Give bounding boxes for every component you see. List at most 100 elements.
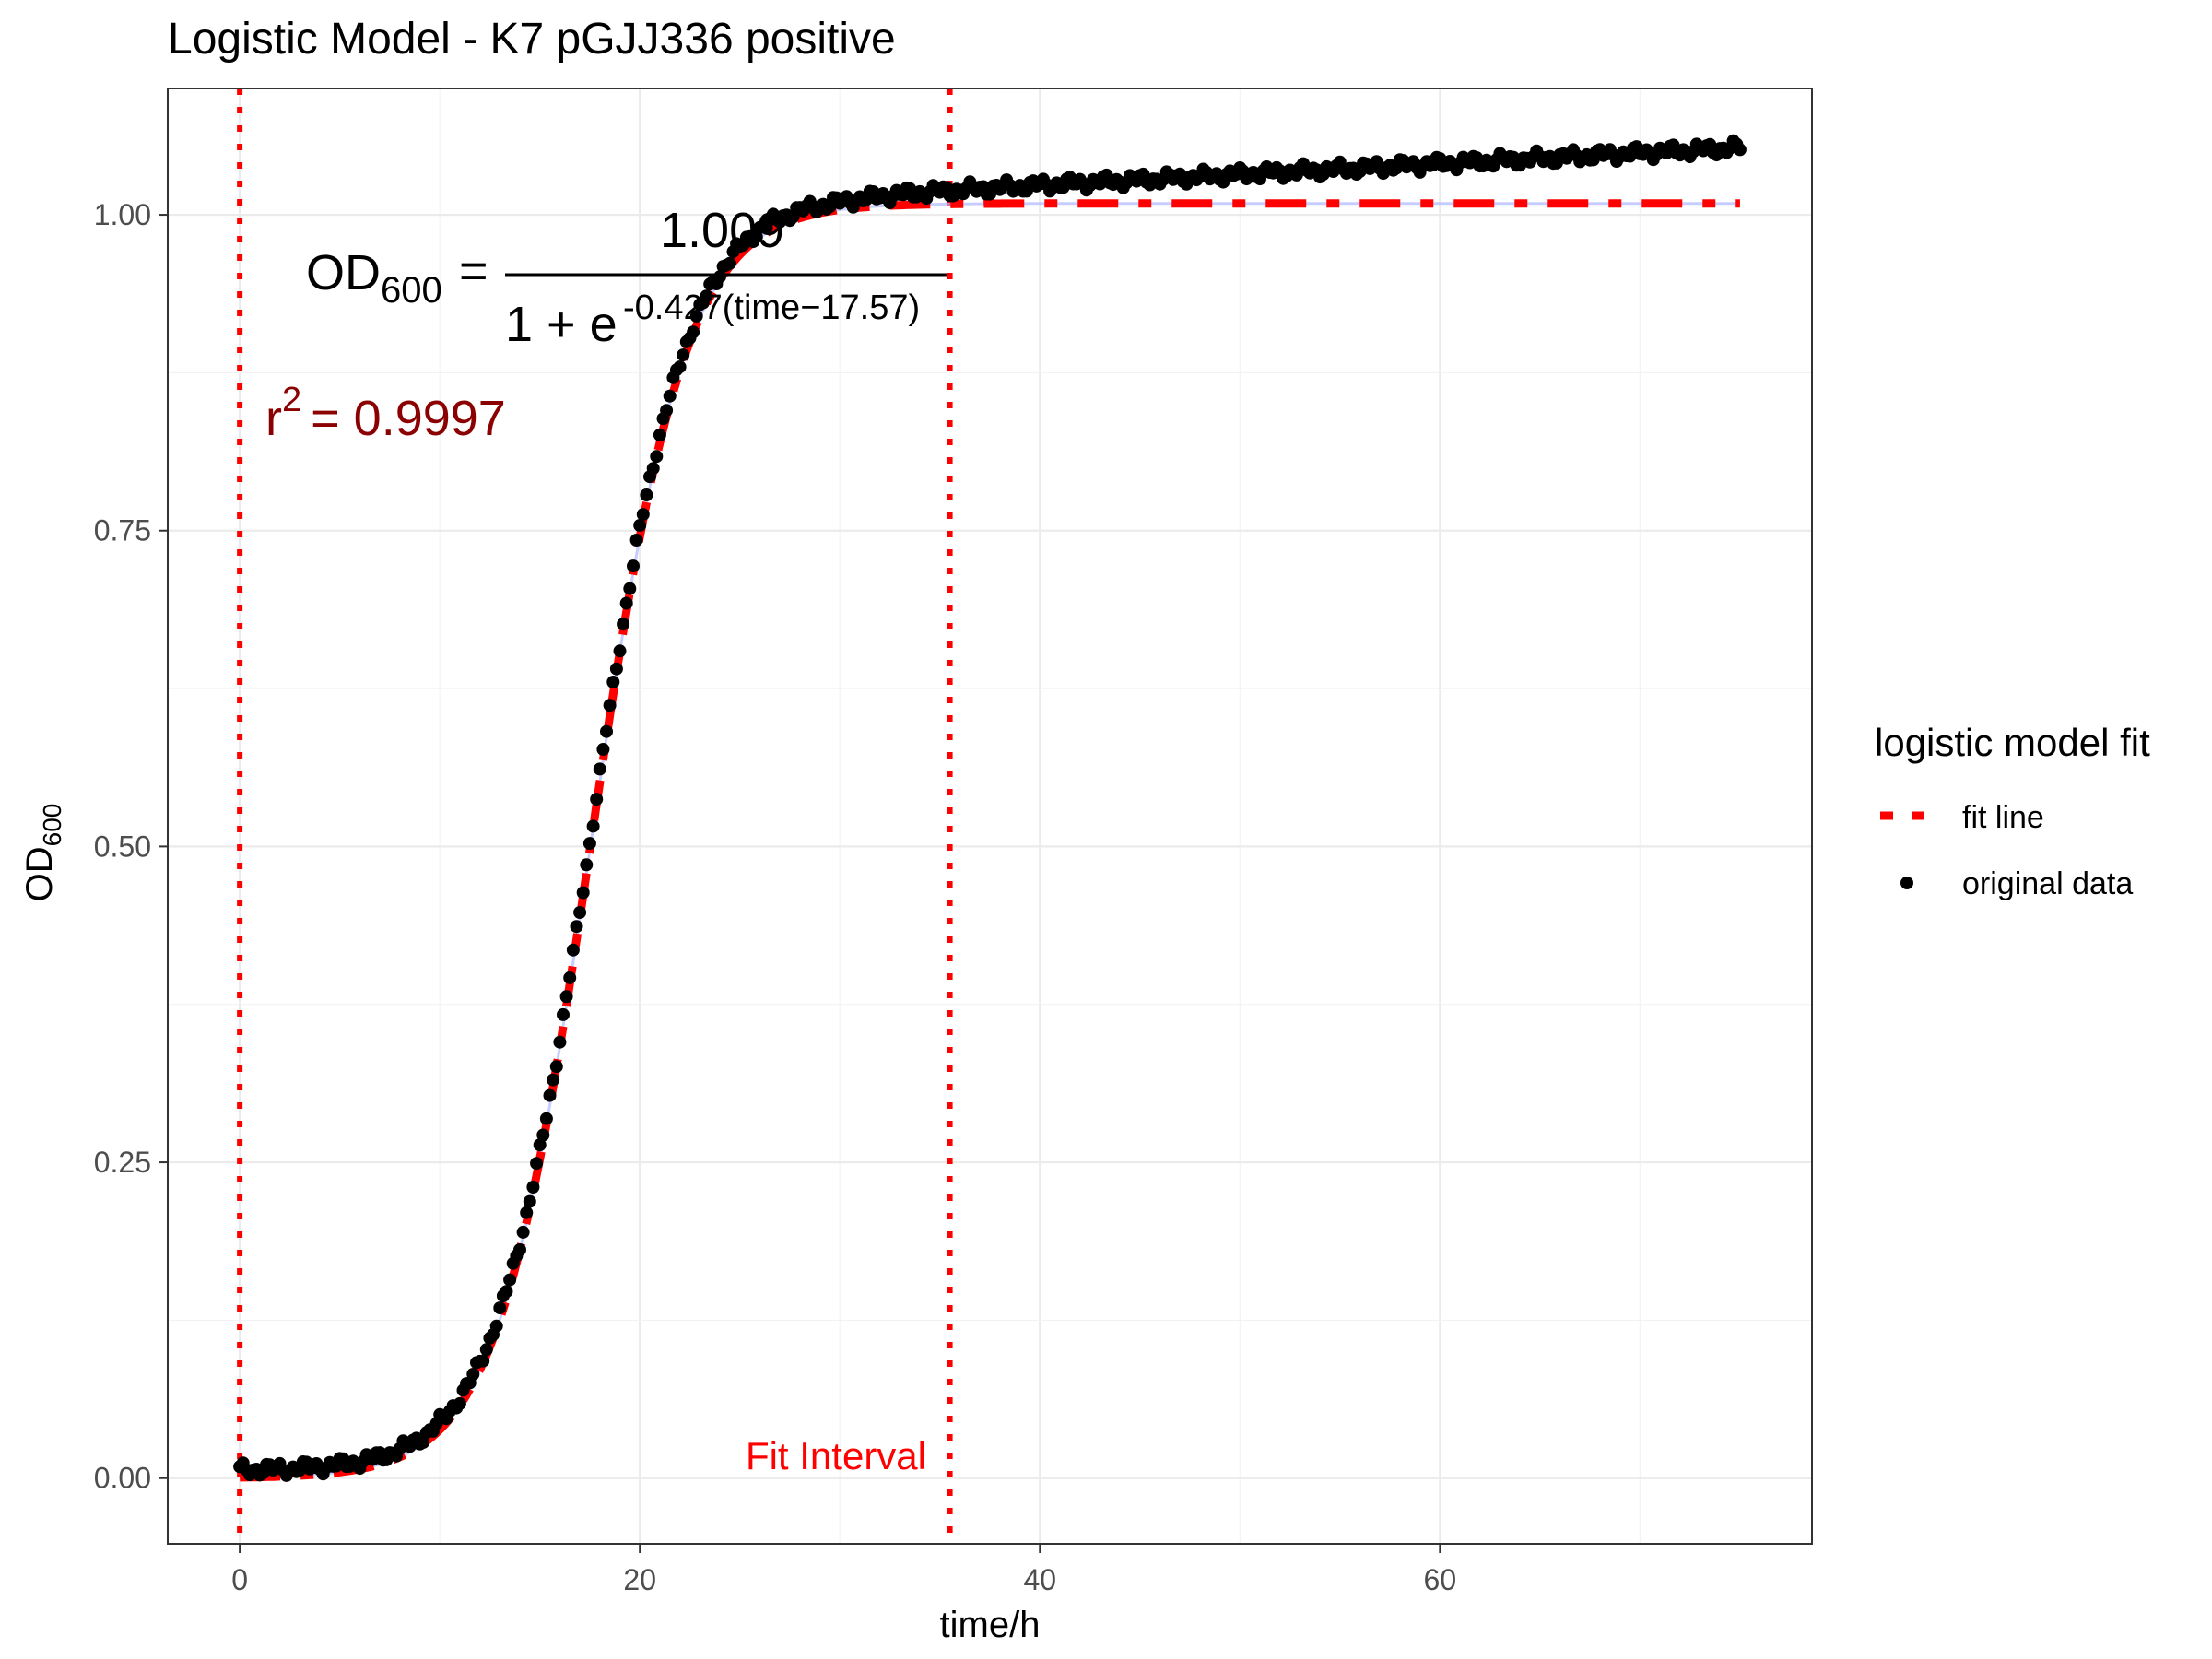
x-tick-label: 60 [1424,1563,1457,1596]
fit-interval-label: Fit Interval [746,1434,926,1477]
plot-border [167,88,1813,1545]
x-axis-ticks: 0 20 40 60 [231,1544,1456,1596]
data-point [619,596,633,610]
equation-lhs-main: OD [306,245,381,300]
legend-key-original-data: original data [1900,866,2133,901]
data-point [593,762,606,776]
data-point [466,1368,480,1381]
equation-numerator: 1.009 [660,203,784,258]
x-tick-label: 40 [1023,1563,1056,1596]
y-axis-label: OD600 [19,804,66,902]
legend-title: logistic model fit [1875,721,2150,764]
data-point [536,1128,550,1142]
data-point [549,1060,563,1074]
r-squared-value: = 0.9997 [311,391,506,446]
data-point [513,1243,526,1256]
data-point [673,360,687,374]
data-point [576,886,590,900]
model-equation: OD600 = 1.009 1 + e -0.427(time−17.57) [306,203,947,352]
data-point [523,1194,536,1208]
legend-label-original-data: original data [1962,866,2133,901]
legend-label-fit-line: fit line [1962,800,2044,835]
data-point [1733,143,1747,157]
data-point [477,1354,490,1368]
r-squared-label: r2 = 0.9997 [265,381,506,446]
y-tick-label: 0.50 [94,830,151,863]
legend-key-fit-line: fit line [1880,800,2044,835]
data-point [636,508,650,522]
data-point [570,920,583,934]
data-point [677,348,690,362]
data-point [646,462,660,476]
data-point [650,450,664,464]
chart-title: Logistic Model - K7 pGJJ336 positive [168,15,896,64]
equation-lhs: OD600 [306,245,442,311]
data-point [543,1088,557,1102]
data-point [590,793,604,806]
data-point [479,1343,493,1357]
data-point [663,389,677,403]
data-point [629,534,643,547]
y-tick-label: 1.00 [94,198,151,231]
data-point [526,1181,540,1194]
data-point [689,310,703,323]
data-point [606,676,620,688]
data-point [653,428,666,441]
y-axis-label-sub: 600 [38,804,66,847]
data-point [613,644,627,658]
data-point [627,559,640,573]
data-point [533,1138,547,1152]
data-point [582,837,596,851]
r-squared-r: r [265,391,282,446]
plot-panel [168,88,1812,1544]
data-point [557,1007,570,1021]
y-tick-label: 0.00 [94,1462,151,1495]
data-point [660,404,674,418]
data-point [640,488,653,501]
data-point [417,1436,430,1449]
data-point [580,858,594,872]
equation-denominator-base: 1 + e [505,297,618,352]
x-tick-label: 0 [231,1563,248,1596]
data-point [530,1157,544,1171]
data-point [687,325,700,339]
data-point [596,743,610,756]
data-point [503,1273,517,1287]
fit-interval-lines [237,88,953,1544]
data-point [723,256,736,270]
x-tick-label: 20 [623,1563,656,1596]
x-axis-label: time/h [940,1605,1041,1645]
y-axis-label-main: OD [19,846,60,901]
equation-exponent: -0.427(time−17.57) [623,288,920,327]
data-points [233,134,1747,1482]
data-point [586,819,600,833]
data-point [623,582,637,595]
legend: logistic model fit fit line original dat… [1875,721,2150,901]
data-point [600,724,613,738]
data-point [573,906,587,919]
data-point [559,990,573,1004]
data-point [617,618,630,631]
data-point [700,289,713,303]
data-point [516,1225,530,1239]
data-point [566,943,580,957]
y-axis-ticks: 0.00 0.25 0.50 0.75 1.00 [94,198,168,1495]
legend-swatch-original-data [1900,877,1913,889]
data-point [500,1285,513,1299]
data-point [520,1206,534,1219]
data-point [553,1035,567,1049]
y-tick-label: 0.25 [94,1146,151,1179]
data-point [633,519,647,532]
data-point [603,699,617,712]
data-point [489,1319,503,1333]
data-point [493,1301,507,1315]
data-point [453,1396,466,1410]
y-tick-label: 0.75 [94,514,151,547]
data-point [539,1112,553,1125]
equation-equals: = [459,243,488,299]
r-squared-exp: 2 [282,381,301,419]
equation-lhs-sub: 600 [381,270,442,311]
grid-lines [168,88,1812,1544]
data-point [563,971,577,984]
